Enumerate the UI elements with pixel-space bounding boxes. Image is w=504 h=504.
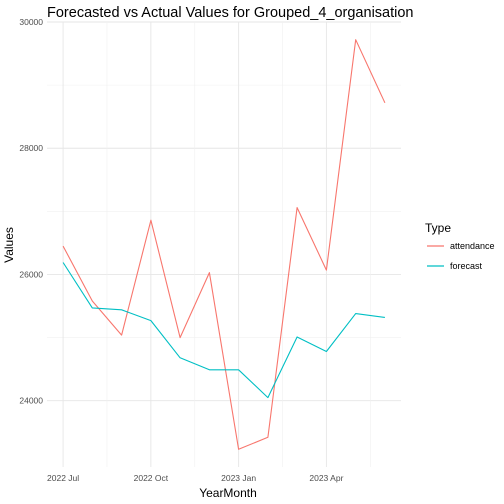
y-tick-label: 30000 bbox=[19, 17, 43, 27]
y-tick-label: 24000 bbox=[19, 396, 43, 406]
x-axis-title: YearMonth bbox=[199, 486, 257, 500]
series-line-attendance bbox=[62, 39, 386, 450]
legend-title: Type bbox=[425, 221, 451, 235]
legend-label-attendance: attendance bbox=[450, 241, 495, 251]
legend-label-forecast: forecast bbox=[450, 261, 483, 271]
x-tick-label: 2022 Jul bbox=[47, 473, 79, 483]
x-tick-labels: 2022 Jul 2022 Oct 2023 Jan 2023 Apr bbox=[47, 473, 344, 483]
x-tick-label: 2023 Apr bbox=[309, 473, 343, 483]
series-line-forecast bbox=[62, 262, 385, 399]
chart-title: Forecasted vs Actual Values for Grouped_… bbox=[47, 5, 413, 21]
x-tick-label: 2022 Oct bbox=[134, 473, 169, 483]
y-tick-label: 26000 bbox=[19, 269, 43, 279]
y-tick-label: 28000 bbox=[19, 143, 43, 153]
x-tick-label: 2023 Jan bbox=[221, 473, 256, 483]
legend: Type attendance forecast bbox=[425, 221, 495, 271]
y-axis-title: Values bbox=[2, 227, 16, 263]
series-lines bbox=[62, 39, 386, 450]
y-tick-labels: 24000 26000 28000 30000 bbox=[19, 17, 43, 406]
grid bbox=[47, 21, 401, 467]
